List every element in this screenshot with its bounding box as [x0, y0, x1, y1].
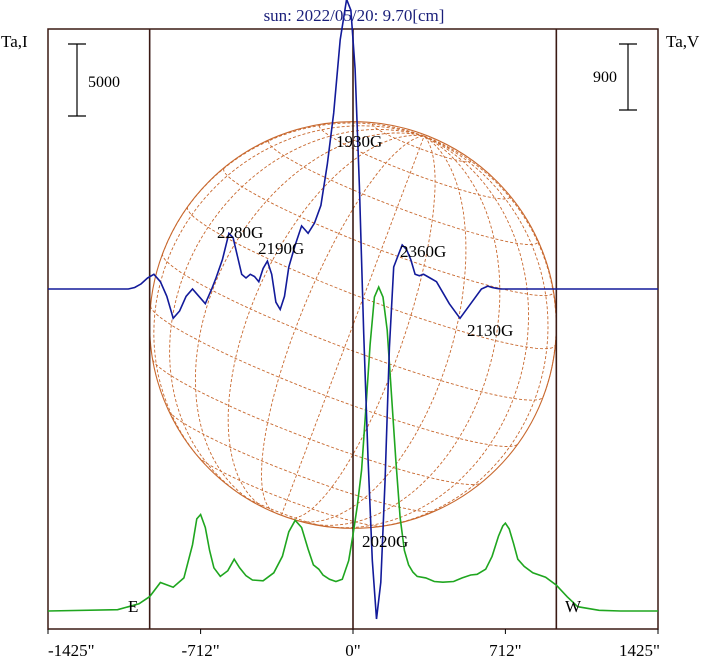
sun-longitude-line	[310, 135, 501, 526]
left-scale-bar	[68, 43, 86, 117]
sun-longitude-line	[296, 135, 467, 523]
sun-disk	[149, 121, 557, 529]
x-axis: -1425" -712" 0" 712" 1425"	[47, 629, 660, 660]
sun-longitude-line	[289, 135, 436, 519]
annotation-label: 2130G	[467, 321, 513, 340]
sun-longitude-line	[372, 135, 549, 528]
chart-title: sun: 2022/05/20: 9.70[cm]	[264, 6, 445, 25]
west-limb-label: W	[565, 597, 582, 616]
annotation-label: 2360G	[400, 242, 446, 261]
annotation-label: 2280G	[217, 223, 263, 242]
sun-latitude-line	[198, 456, 383, 527]
y-axis-left-label: Ta,I	[1, 32, 28, 51]
right-scale-label: 900	[593, 69, 617, 86]
x-tick-label: -712"	[182, 641, 220, 660]
x-tick-label: 0"	[345, 641, 360, 660]
sun-longitude-line	[194, 132, 425, 503]
sun-latitude-line	[162, 253, 544, 401]
sun-latitude-line	[318, 125, 511, 200]
sun-longitude-line	[261, 135, 425, 513]
sun-longitude-line	[227, 134, 425, 510]
sun-longitude-line	[423, 135, 557, 397]
right-scale-bar	[619, 43, 637, 111]
sun-latitude-line	[168, 410, 435, 513]
y-axis-right-label: Ta,V	[666, 32, 700, 51]
sun-longitude-line	[162, 122, 425, 254]
annotation-label: 2190G	[258, 239, 304, 258]
x-tick-label: -1425"	[48, 641, 95, 660]
annotation-label: 1930G	[336, 132, 382, 151]
east-limb-label: E	[128, 597, 138, 616]
sun-latitude-line	[150, 305, 518, 447]
sun-longitude-line	[153, 125, 425, 465]
limb-lines	[148, 29, 558, 629]
sun-longitude-line	[325, 135, 530, 529]
left-scale-label: 5000	[88, 74, 120, 91]
sun-longitude-line	[169, 128, 425, 495]
x-tick-label: 712"	[489, 641, 521, 660]
annotation-label: 2020G	[362, 532, 408, 551]
series-line-stokes-v	[48, 0, 658, 620]
x-tick-label: 1425"	[619, 641, 660, 660]
series-line-stokes-i	[47, 284, 658, 612]
sun-latitude-line	[268, 140, 539, 246]
